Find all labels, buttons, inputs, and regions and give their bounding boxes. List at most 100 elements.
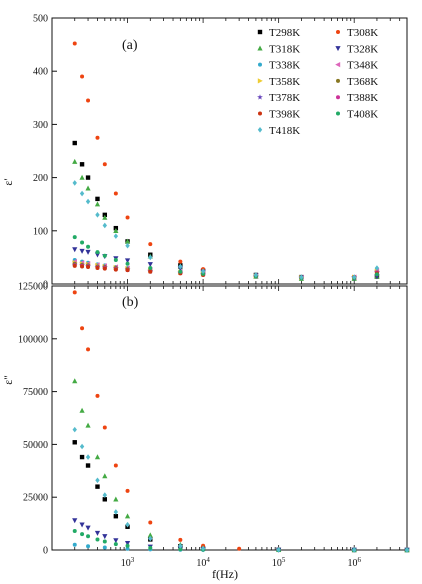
panel-a-series-T388K — [72, 263, 379, 280]
panel-a-frame — [51, 17, 408, 285]
panel-b-point — [94, 454, 101, 460]
panel-b-ytick-label: 25000 — [23, 493, 48, 504]
legend-label: T388K — [347, 92, 378, 104]
panel-b-point — [95, 537, 100, 542]
legend-item: T388K — [336, 92, 378, 104]
panel-a-ytick-label: 300 — [33, 120, 48, 131]
panel-b-point — [178, 547, 183, 552]
legend-marker — [258, 111, 262, 116]
panel-b-point — [86, 534, 91, 539]
panel-b-point — [95, 484, 100, 489]
panel-a-series-T308K — [72, 41, 379, 280]
panel-a-point — [125, 268, 130, 273]
panel-b-point — [102, 545, 107, 550]
panel-a-point — [178, 269, 183, 274]
legend-item: T368K — [336, 76, 378, 88]
panel-a-point — [113, 258, 118, 263]
panel-a-point — [79, 190, 85, 197]
panel-a-point — [85, 249, 91, 255]
panel-a-point — [351, 274, 357, 280]
panel-a-ylabel: ε' — [1, 178, 15, 185]
panel-b-point — [79, 454, 85, 460]
panel-a-ytick-label: 200 — [33, 173, 48, 184]
panel-b-point — [85, 463, 91, 468]
panel-b-point — [102, 539, 107, 544]
panel-b-point — [79, 443, 85, 450]
panel-b-point — [72, 542, 77, 547]
panel-a-point — [102, 222, 108, 229]
legend-marker — [335, 46, 341, 52]
panel-b-series-T308K — [72, 290, 409, 552]
panel-b-point — [276, 547, 281, 553]
legend-marker — [257, 78, 263, 84]
panel-a-point — [125, 261, 130, 266]
legend-label: T308K — [347, 27, 378, 39]
panel-a-point — [94, 201, 101, 207]
panel-a-point — [102, 162, 107, 167]
panel-a-point — [86, 264, 91, 269]
panel-b-ytick-label: 0 — [43, 546, 48, 557]
panel-b-point — [80, 326, 85, 331]
panel-a-point — [374, 265, 380, 271]
legend-label: T328K — [347, 43, 378, 55]
panel-b-point — [79, 407, 85, 413]
panel-b-point — [113, 509, 119, 515]
panel-b-point — [72, 528, 77, 533]
panel-b-label: (b) — [122, 295, 139, 310]
legend-label: T378K — [269, 92, 300, 104]
panel-b-point — [72, 426, 77, 433]
panel-a-point — [102, 253, 107, 258]
legend-item: T408K — [336, 109, 378, 121]
panel-a-point — [80, 264, 85, 269]
panel-a-series-T378K — [71, 261, 380, 280]
legend-label: T358K — [269, 76, 300, 88]
panel-a-point — [148, 269, 153, 274]
panel-b-point — [125, 543, 130, 548]
legend-marker — [335, 62, 341, 68]
panel-a-point — [79, 248, 85, 254]
panel-b-point — [178, 537, 183, 542]
panel-a-point — [102, 214, 108, 220]
panel-a-point — [72, 263, 77, 268]
legend-item: T338K — [258, 60, 300, 72]
legend-marker — [257, 29, 263, 35]
panel-b-point — [237, 546, 242, 551]
panel-b-ytick-label: 125000 — [18, 282, 48, 293]
panel-b-point — [200, 545, 206, 552]
panel-b-ytick-label: 100000 — [18, 334, 48, 345]
panel-a-point — [85, 185, 91, 191]
legend-item: T418K — [257, 125, 300, 137]
panel-b-point — [148, 535, 153, 542]
panel-b-point — [124, 513, 131, 519]
panel-a-point — [124, 238, 131, 244]
panel-a-point — [86, 244, 91, 249]
panel-a-series-T358K — [72, 260, 380, 281]
panel-b-point — [124, 541, 131, 547]
panel-a-series-T368K — [72, 261, 379, 280]
panel-a-point — [79, 174, 85, 180]
panel-a-point — [102, 266, 107, 271]
panel-b-ytick-label: 75000 — [23, 387, 48, 398]
panel-a-point — [113, 228, 119, 233]
panel-a-point — [148, 254, 153, 261]
panel-a-point — [113, 191, 118, 196]
legend-item: T328K — [335, 43, 378, 55]
panel-b-point — [351, 547, 357, 553]
panel-a-point — [72, 247, 78, 253]
panel-a-point — [178, 263, 183, 270]
legend-item: T378K — [257, 92, 300, 104]
panel-b-point — [102, 492, 108, 498]
panel-b-ytick-label: 50000 — [23, 440, 48, 451]
panel-b-point — [113, 542, 118, 547]
panel-b-point — [85, 525, 91, 531]
panel-b-point — [113, 538, 119, 544]
legend-label: T348K — [347, 60, 378, 72]
legend-label: T298K — [269, 27, 300, 39]
panel-a-point — [85, 175, 91, 180]
panel-b-point — [79, 522, 85, 528]
panel-a-series-T298K — [72, 140, 380, 280]
panel-b-point — [125, 488, 130, 493]
legend-marker — [257, 45, 263, 51]
panel-b-point — [72, 518, 78, 524]
